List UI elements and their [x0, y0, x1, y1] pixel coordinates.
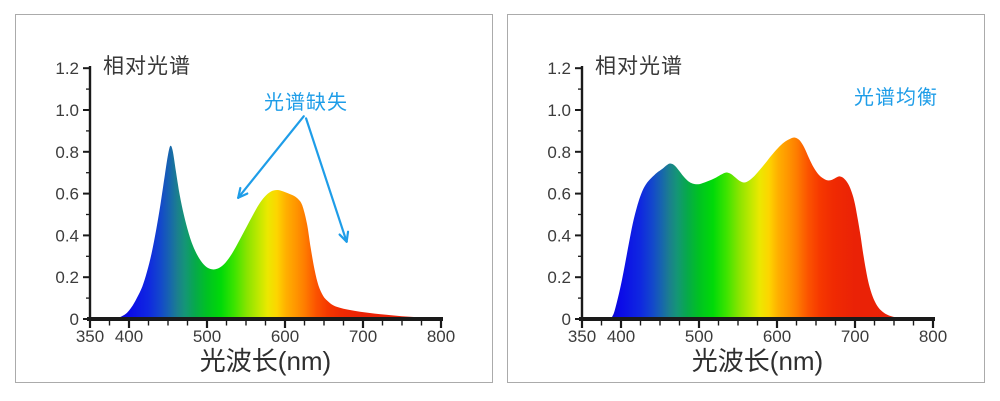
svg-text:1.0: 1.0 — [55, 101, 79, 120]
svg-text:1.2: 1.2 — [547, 59, 571, 78]
svg-text:0.6: 0.6 — [547, 185, 571, 204]
svg-text:500: 500 — [193, 327, 221, 346]
svg-text:0.4: 0.4 — [547, 226, 571, 245]
svg-text:0.2: 0.2 — [547, 268, 571, 287]
y-tick-labels: 0 0.2 0.4 0.6 0.8 1.0 1.2 — [547, 59, 571, 329]
annotation-arrows — [237, 115, 350, 243]
x-ticks — [580, 321, 935, 328]
svg-text:700: 700 — [841, 327, 869, 346]
annotation-spectrum-balanced: 光谱均衡 — [854, 87, 938, 109]
svg-text:0.8: 0.8 — [547, 143, 571, 162]
x-ticks — [88, 321, 443, 328]
svg-text:400: 400 — [115, 327, 143, 346]
svg-text:0.8: 0.8 — [55, 143, 79, 162]
svg-text:600: 600 — [763, 327, 791, 346]
svg-text:500: 500 — [685, 327, 713, 346]
svg-text:0.6: 0.6 — [55, 185, 79, 204]
svg-text:0: 0 — [562, 310, 571, 329]
svg-text:350: 350 — [76, 327, 104, 346]
svg-text:600: 600 — [271, 327, 299, 346]
spectrum-curve — [114, 145, 441, 319]
x-axis-label: 光波长(nm) — [691, 346, 824, 376]
x-axis-label: 光波长(nm) — [199, 346, 332, 376]
svg-text:1.0: 1.0 — [547, 101, 571, 120]
svg-text:0.2: 0.2 — [55, 268, 79, 287]
y-ticks — [83, 67, 90, 320]
chart-title: 相对光谱 — [595, 55, 683, 78]
panel-deficient-spectrum: 350 400 500 600 700 800 0 0.2 0.4 0.6 0.8 1.0 1.2 相对… — [15, 14, 493, 383]
spectrum-curve — [610, 137, 914, 319]
x-tick-labels: 350 400 500 600 700 800 — [568, 327, 947, 346]
annotation-spectrum-missing: 光谱缺失 — [264, 92, 348, 114]
svg-text:700: 700 — [349, 327, 377, 346]
svg-text:350: 350 — [568, 327, 596, 346]
svg-text:800: 800 — [427, 327, 455, 346]
panel-balanced-spectrum: 350 400 500 600 700 800 0 0.2 0.4 0.6 0.8 1.0 1.2 相对… — [507, 14, 985, 383]
svg-text:0: 0 — [70, 310, 79, 329]
svg-text:0.4: 0.4 — [55, 226, 79, 245]
y-tick-labels: 0 0.2 0.4 0.6 0.8 1.0 1.2 — [55, 59, 79, 329]
svg-text:800: 800 — [919, 327, 947, 346]
svg-text:400: 400 — [607, 327, 635, 346]
y-ticks — [575, 67, 582, 320]
svg-text:1.2: 1.2 — [55, 59, 79, 78]
chart-title: 相对光谱 — [103, 55, 191, 78]
spectrum-chart-left: 350 400 500 600 700 800 0 0.2 0.4 0.6 0.8 1.0 1.2 — [55, 59, 455, 346]
x-tick-labels: 350 400 500 600 700 800 — [76, 327, 455, 346]
spectrum-chart-right: 350 400 500 600 700 800 0 0.2 0.4 0.6 0.8 1.0 1.2 — [547, 59, 947, 346]
